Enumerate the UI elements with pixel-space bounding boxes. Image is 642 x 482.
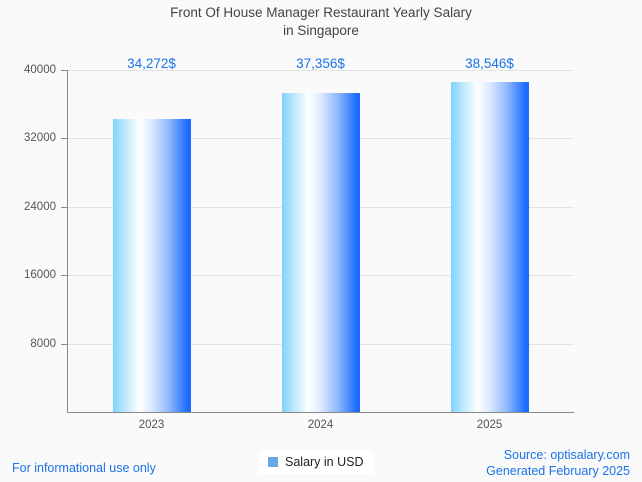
x-tick-label-2024: 2024 (307, 419, 334, 431)
y-tick-label-24000: 24000 (24, 200, 56, 213)
chart-title: Front Of House Manager Restaurant Yearly… (170, 5, 472, 38)
y-tick-label-16000: 16000 (24, 269, 56, 282)
legend-label-salary-in-usd: Salary in USD (285, 455, 364, 469)
bar-value-label-2023: 34,272$ (127, 56, 176, 71)
bar-2024[interactable] (281, 92, 360, 412)
bar-value-label-2025: 38,546$ (465, 56, 514, 71)
footer-source: Source: optisalary.com Generated Februar… (486, 447, 630, 479)
bar-2023[interactable] (112, 118, 191, 412)
bar-value-label-2024: 37,356$ (296, 56, 345, 71)
y-tick-label-32000: 32000 (24, 132, 56, 145)
legend[interactable]: Salary in USD (259, 450, 373, 474)
y-tick-mark-16000 (61, 275, 67, 277)
y-tick-label-40000: 40000 (24, 64, 56, 76)
footer-disclaimer: For informational use only (12, 461, 156, 475)
footer-generated-line: Generated February 2025 (486, 464, 630, 478)
bar-2025[interactable] (450, 82, 529, 412)
y-tick-label-8000: 8000 (30, 337, 56, 350)
legend-swatch-salary-in-usd (268, 457, 278, 467)
x-tick-label-2025: 2025 (476, 419, 503, 431)
x-tick-label-2023: 2023 (138, 419, 165, 431)
y-tick-mark-24000 (61, 206, 67, 208)
y-tick-mark-8000 (61, 343, 67, 345)
y-axis-line (67, 70, 68, 413)
plot-area (67, 70, 574, 412)
gridline-40000 (67, 70, 574, 71)
x-axis-line (67, 412, 574, 413)
y-tick-mark-40000 (61, 70, 67, 71)
footer-source-line: Source: optisalary.com (503, 448, 630, 462)
y-tick-mark-32000 (61, 138, 67, 140)
